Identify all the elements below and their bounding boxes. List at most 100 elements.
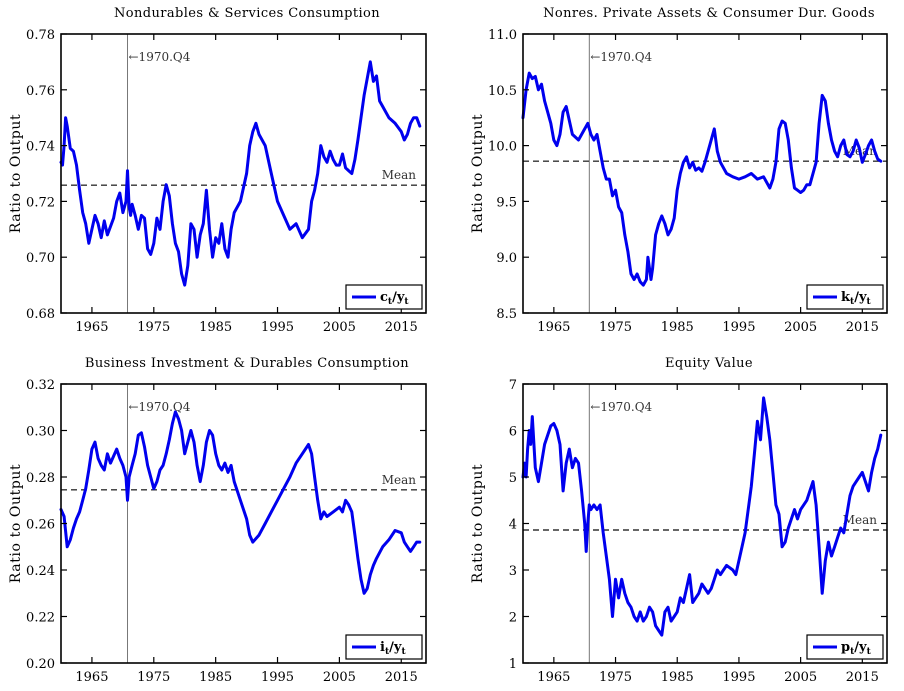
vline-label: ←1970.Q4: [129, 50, 191, 64]
x-tick-label: 1975: [599, 320, 632, 335]
series-line-1: [59, 410, 422, 595]
y-tick-label: 0.68: [26, 307, 55, 322]
x-tick-label: 1965: [75, 320, 108, 335]
x-tick-label: 2005: [323, 670, 356, 685]
x-tick-label: 1975: [599, 670, 632, 685]
y-tick-label: 2: [509, 611, 517, 626]
legend-label: ct/yt: [380, 290, 409, 307]
plot-frame: [522, 33, 888, 314]
chart-panel-2: Nonres. Private Assets & Consumer Dur. G…: [470, 6, 888, 335]
legend: pt/yt: [806, 634, 884, 660]
x-tick-label: 2015: [846, 670, 879, 685]
legend-label-main: k: [841, 290, 851, 305]
x-tick-label: 1985: [661, 670, 694, 685]
y-tick-label: 0.76: [26, 84, 55, 99]
y-tick-label: 4: [509, 518, 517, 533]
legend-label-denom: y: [858, 640, 867, 655]
legend-slash: /: [392, 290, 397, 305]
y-tick-label: 11.0: [488, 28, 517, 43]
legend-label-sub-denom: t: [867, 297, 872, 307]
vline-label: ←1970.Q4: [590, 50, 652, 64]
legend-label-sub-main: t: [388, 297, 393, 307]
y-tick-label: 0.72: [26, 195, 55, 210]
x-tick-label: 2005: [784, 320, 817, 335]
legend-label-sub-main: t: [385, 647, 390, 657]
y-tick-label: 0.20: [26, 657, 55, 672]
y-tick-label: 6: [509, 425, 517, 440]
y-tick-label: 0.22: [26, 611, 55, 626]
y-axis-label: Ratio to Output: [470, 114, 486, 233]
legend-box: [345, 284, 423, 310]
y-tick-label: 9.0: [496, 251, 517, 266]
chart-panel-4: Equity Value Ratio to Output ←1970.Q4 Mean 1…: [470, 356, 888, 685]
y-tick-label: 3: [509, 564, 517, 579]
legend-label-sub-denom: t: [401, 647, 406, 657]
x-tick-label: 1975: [137, 670, 170, 685]
x-tick-label: 1985: [199, 670, 232, 685]
y-tick-label: 0.24: [26, 564, 55, 579]
x-tick-label: 2015: [385, 670, 418, 685]
x-tick-label: 1995: [261, 320, 294, 335]
x-tick-label: 1995: [261, 670, 294, 685]
x-tick-label: 1975: [137, 320, 170, 335]
legend-label-sub-denom: t: [867, 647, 872, 657]
x-tick-label: 1985: [199, 320, 232, 335]
mean-label: Mean: [843, 513, 878, 527]
x-tick-label: 2005: [784, 670, 817, 685]
x-tick-label: 1985: [661, 320, 694, 335]
series-line-1: [521, 396, 883, 637]
y-tick-label: 0.74: [26, 140, 55, 155]
legend-label-denom: y: [393, 640, 402, 655]
legend-label-denom: y: [858, 290, 867, 305]
legend-label-sub-denom: t: [404, 297, 409, 307]
legend-label: kt/yt: [841, 290, 872, 307]
chart-panel-3: Business Investment & Durables Consumpti…: [8, 356, 427, 685]
chart-panel-1: Nondurables & Services Consumption Ratio …: [8, 6, 427, 335]
legend-slash: /: [389, 640, 394, 655]
y-tick-label: 0.28: [26, 471, 55, 486]
mean-label: Mean: [382, 473, 417, 487]
x-tick-label: 1995: [722, 320, 755, 335]
legend-label-denom: y: [396, 290, 405, 305]
y-tick-label: 5: [509, 471, 517, 486]
vline-label: ←1970.Q4: [590, 400, 652, 414]
legend-label-sub-main: t: [850, 647, 855, 657]
y-tick-label: 0.26: [26, 518, 55, 533]
x-tick-label: 1995: [722, 670, 755, 685]
legend-label-main: p: [841, 640, 850, 655]
y-axis-label: Ratio to Output: [8, 114, 24, 233]
legend-label-main: i: [380, 640, 385, 655]
chart-title: Equity Value: [665, 356, 753, 371]
y-tick-label: 10.5: [488, 84, 517, 99]
y-tick-label: 9.5: [496, 195, 517, 210]
plot-frame: [60, 383, 427, 664]
legend: kt/yt: [806, 284, 884, 310]
x-tick-label: 2015: [385, 320, 418, 335]
x-tick-label: 2005: [323, 320, 356, 335]
y-tick-label: 1: [509, 657, 517, 672]
y-tick-label: 0.30: [26, 425, 55, 440]
legend-slash: /: [854, 290, 859, 305]
y-tick-label: 0.70: [26, 251, 55, 266]
y-tick-label: 7: [509, 378, 517, 393]
legend-label: it/yt: [380, 640, 406, 657]
legend-label: pt/yt: [841, 640, 872, 657]
plot-frame: [60, 33, 427, 314]
y-tick-label: 10.0: [488, 140, 517, 155]
x-tick-label: 1965: [75, 670, 108, 685]
y-tick-label: 0.78: [26, 28, 55, 43]
chart-title: Business Investment & Durables Consumpti…: [85, 356, 409, 371]
chart-title: Nondurables & Services Consumption: [114, 6, 380, 21]
x-tick-label: 1965: [537, 670, 570, 685]
mean-label: Mean: [382, 168, 417, 182]
y-tick-label: 8.5: [496, 307, 517, 322]
series-line-1: [521, 71, 883, 287]
y-tick-label: 0.32: [26, 378, 55, 393]
legend-label-sub-main: t: [850, 297, 855, 307]
legend-label-main: c: [380, 290, 388, 305]
x-tick-label: 2015: [846, 320, 879, 335]
legend: it/yt: [345, 634, 423, 660]
legend: ct/yt: [345, 284, 423, 310]
